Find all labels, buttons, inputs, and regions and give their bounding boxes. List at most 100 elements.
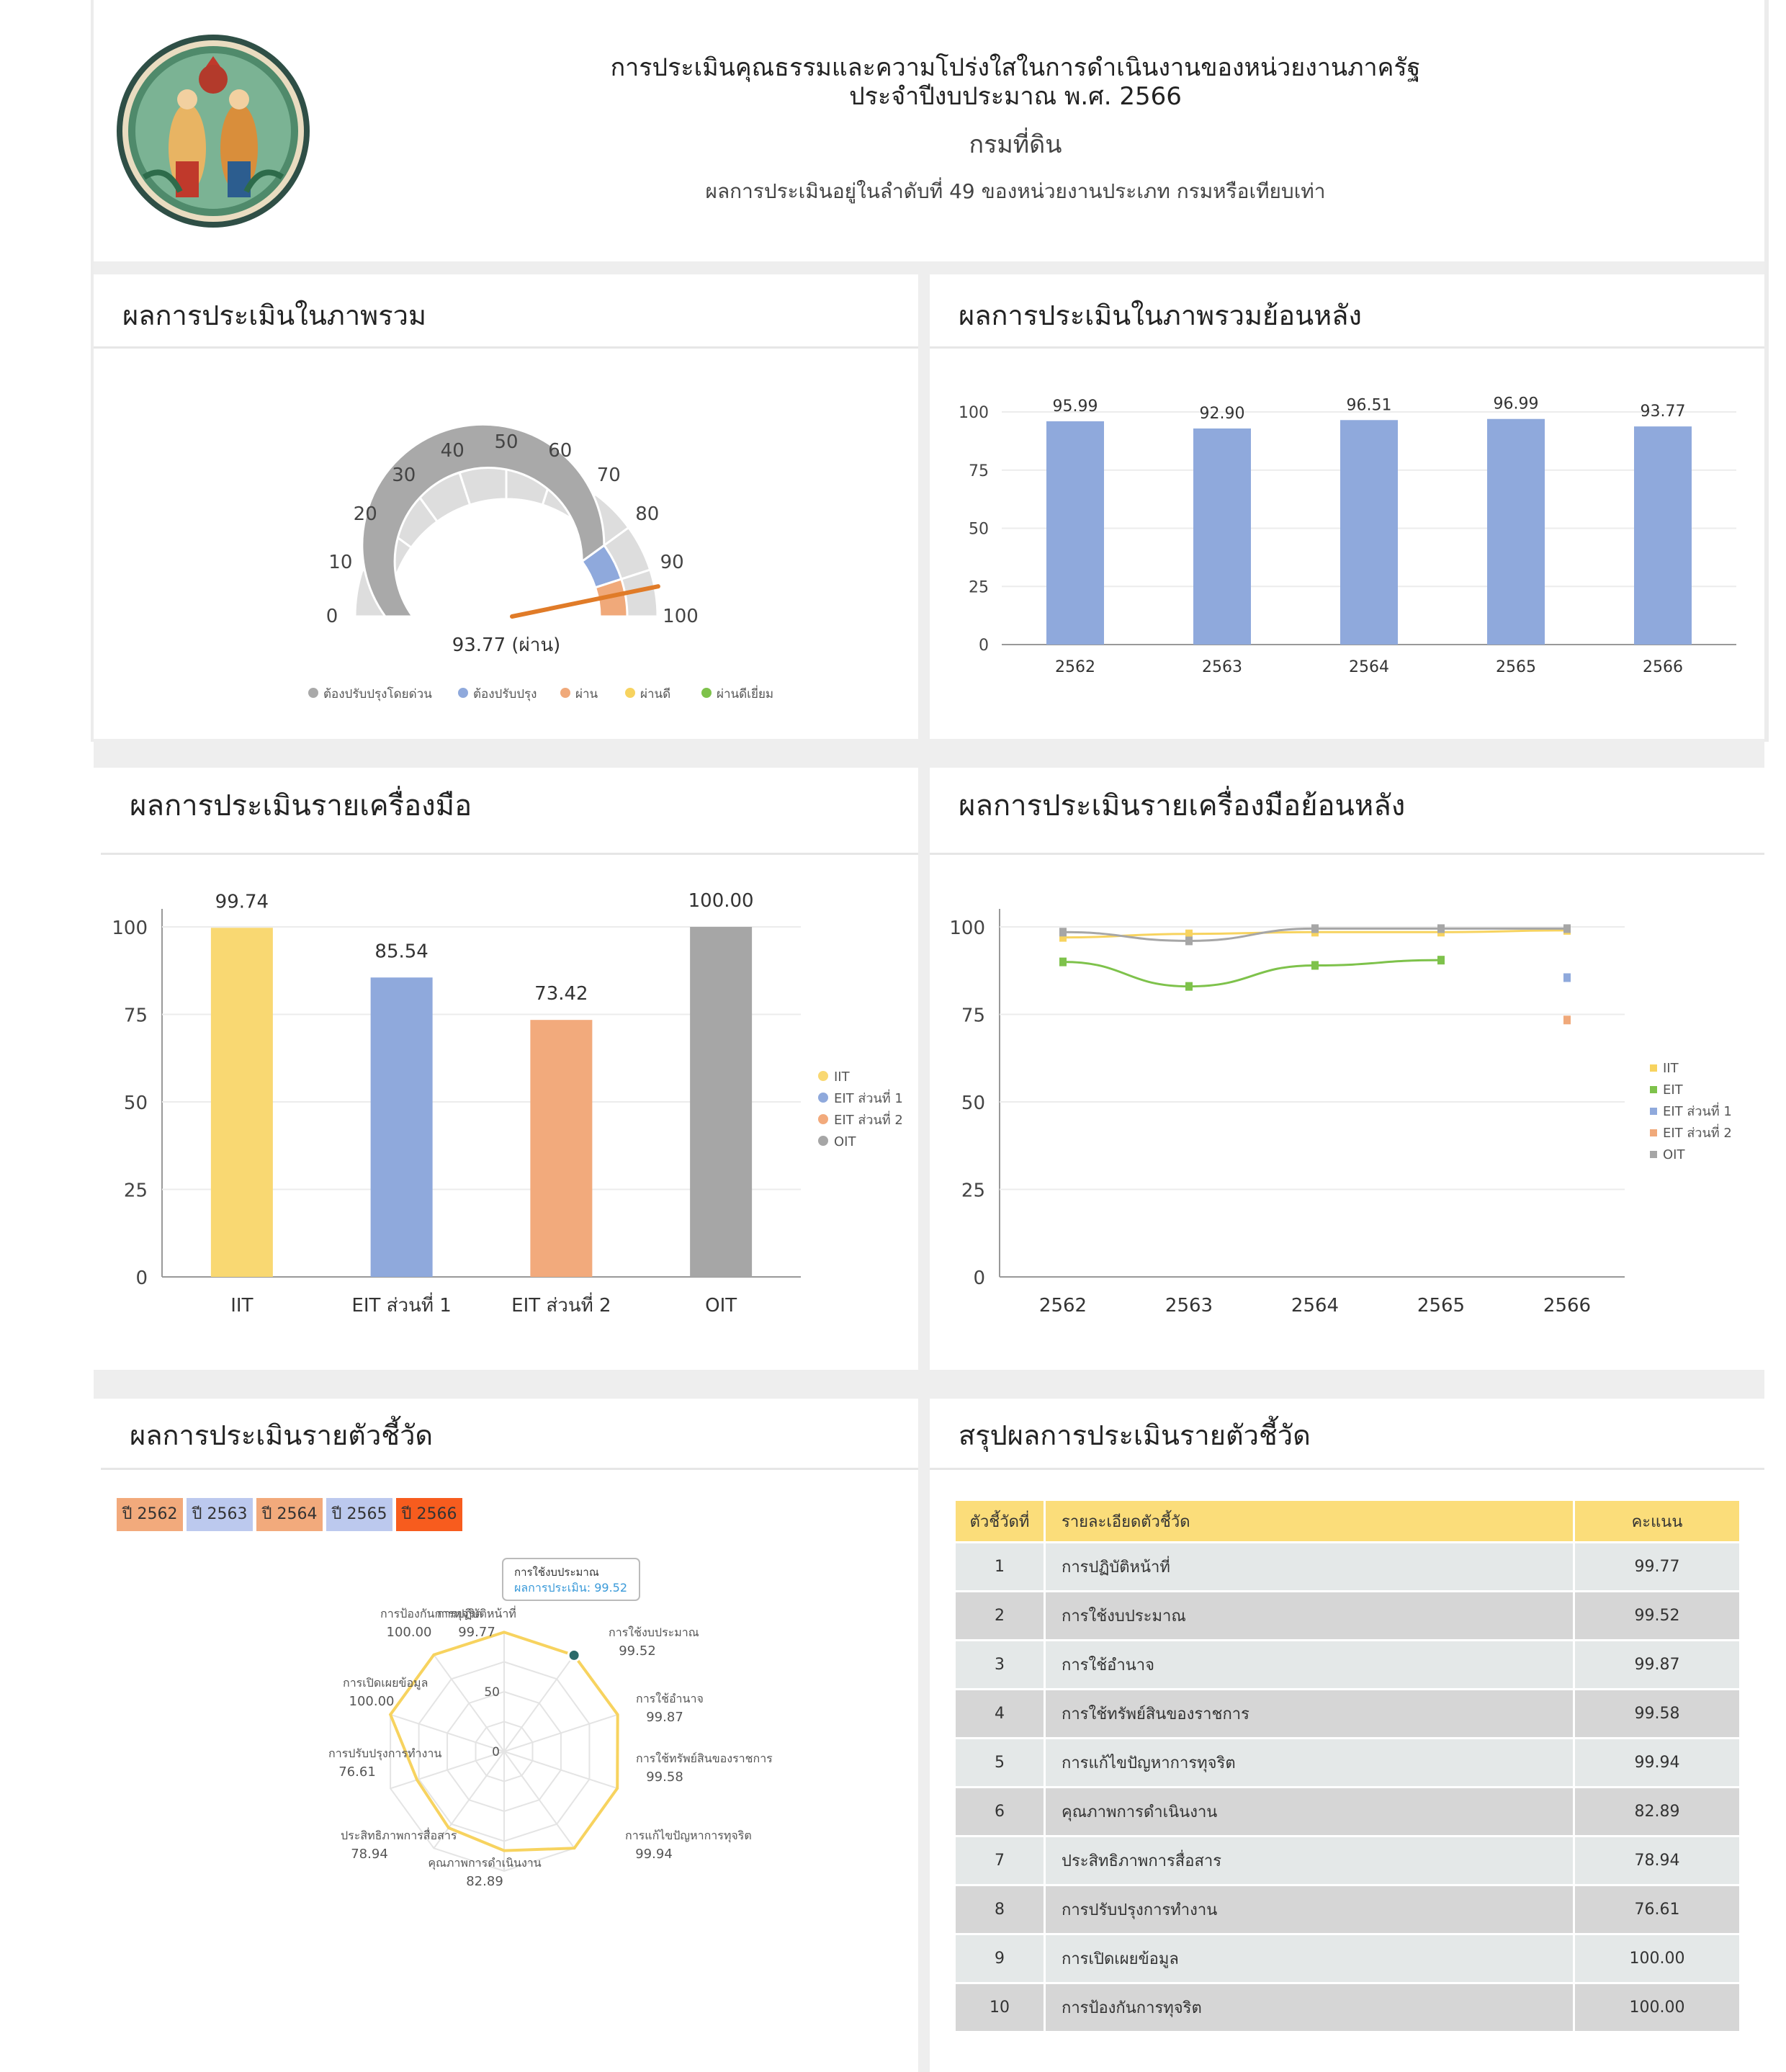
legend-label: ต้องปรับปรุง (473, 687, 537, 701)
org-emblem (115, 33, 311, 229)
bar (210, 928, 273, 1277)
cell-score: 82.89 (1573, 1786, 1739, 1836)
cell-score: 100.00 (1573, 1982, 1739, 2031)
gauge-needle (510, 584, 660, 619)
y-tick-label: 100 (112, 918, 148, 939)
table-row: 3 การใช้อำนาจ 99.87 (956, 1639, 1739, 1690)
gauge-tick-label: 50 (494, 431, 518, 453)
indicators-panel: ผลการประเมินรายตัวชี้วัด ปี 2562 ปี 2563 ป… (101, 1399, 918, 2072)
radar-tick-label: 50 (484, 1685, 500, 1700)
radar-value-label: 82.89 (466, 1874, 503, 1889)
radar-tick-label: 0 (492, 1745, 500, 1759)
header-line2: ประจำปีงบประมาณ พ.ศ. 2566 (849, 82, 1182, 111)
overall-panel: ผลการประเมินในภาพรวม 0 10 20 30 40 50 60 70 80 90… (94, 274, 918, 739)
legend-label: EIT ส่วนที่ 1 (1663, 1102, 1732, 1119)
cell-no: 10 (956, 1982, 1045, 2031)
panel-title: ผลการประเมินรายตัวชี้วัด (130, 1420, 434, 1451)
panel-title: ผลการประเมินในภาพรวมย้อนหลัง (959, 300, 1362, 331)
legend-dot (1650, 1108, 1657, 1115)
x-tick-label: 2563 (1165, 1295, 1213, 1317)
radar-value-label: 99.77 (458, 1625, 495, 1640)
cell-no: 6 (956, 1786, 1045, 1836)
x-tick-label: 2563 (1202, 658, 1242, 676)
y-tick-label: 75 (961, 1005, 985, 1027)
cell-desc: คุณภาพการดำเนินงาน (1044, 1786, 1574, 1836)
year-button-1[interactable]: ปี 2563 (187, 1498, 253, 1531)
cell-score: 99.77 (1573, 1541, 1739, 1592)
legend-dot (818, 1114, 828, 1124)
year-button-2[interactable]: ปี 2564 (256, 1498, 323, 1531)
cell-score: 76.61 (1573, 1884, 1739, 1934)
bar (1487, 418, 1545, 645)
tooltip-value: ผลการประเมิน: 99.52 (514, 1581, 627, 1595)
x-tick-label: IIT (230, 1295, 253, 1317)
y-tick-label: 25 (124, 1180, 148, 1202)
series-point (1563, 1015, 1571, 1025)
cell-desc: การแก้ไขปัญหาการทุจริต (1044, 1737, 1574, 1788)
cell-no: 4 (956, 1688, 1045, 1739)
legend-dot (308, 688, 318, 698)
y-tick-label: 100 (959, 404, 989, 422)
year-button-4[interactable]: ปี 2566 (396, 1498, 462, 1531)
gauge-tick-label: 30 (392, 465, 416, 486)
panel-title: ผลการประเมินรายเครื่องมือย้อนหลัง (959, 789, 1406, 822)
legend-label: ผ่าน (575, 687, 598, 701)
series-point (1437, 924, 1445, 933)
bar-value-label: 95.99 (1053, 398, 1098, 416)
table-header-row: ตัวชี้วัดที่ รายละเอียดตัวชี้วัด คะแนน (956, 1501, 1739, 1543)
radar-axis-label: การใช้ทรัพย์สินของราชการ (636, 1752, 773, 1765)
table-row: 5 การแก้ไขปัญหาการทุจริต 99.94 (956, 1737, 1739, 1788)
legend-label: IIT (834, 1069, 851, 1085)
legend-label: EIT (1663, 1082, 1684, 1098)
legend-dot (701, 688, 712, 698)
series-point (1185, 982, 1193, 991)
x-tick-label: 2565 (1496, 658, 1536, 676)
tools-history-panel: ผลการประเมินรายเครื่องมือย้อนหลัง 0 25 50 7… (930, 768, 1764, 1370)
table-row: 4 การใช้ทรัพย์สินของราชการ 99.58 (956, 1688, 1739, 1739)
radar-axis-label: การปรับปรุงการทำงาน (328, 1746, 441, 1761)
x-tick-label: OIT (705, 1295, 737, 1317)
cell-score: 78.94 (1573, 1835, 1739, 1885)
radar-axis-label: การป้องกันการทุจริต (380, 1607, 483, 1621)
radar-axis-label: การปฏิบัติหน้าที่ (437, 1605, 516, 1620)
radar-axis-label: การใช้อำนาจ (636, 1692, 704, 1705)
gauge-band-urgent (361, 423, 606, 618)
cell-no: 9 (956, 1933, 1045, 1983)
radar-value-label: 99.52 (619, 1643, 656, 1659)
table-row: 10 การป้องกันการทุจริต 100.00 (956, 1982, 1739, 2031)
tools-history-line-chart: 0 25 50 75 100 2562 2563 2564 2565 2566 IIT EIT EIT … (949, 909, 1732, 1317)
tools-panel: ผลการประเมินรายเครื่องมือ 0 25 50 75 100 99.7… (101, 768, 918, 1370)
series-point (1059, 928, 1067, 937)
y-tick-label: 25 (969, 578, 989, 596)
history-bar-chart: 0 25 50 75 100 95.99 2562 92.90 2563 96.51 2564 96.… (959, 395, 1736, 676)
bar (1634, 426, 1692, 645)
series-point (1185, 929, 1193, 938)
x-tick-label: 2564 (1349, 658, 1389, 676)
radar-series (388, 1631, 619, 1852)
y-tick-label: 0 (135, 1268, 148, 1289)
header-line1: การประเมินคุณธรรมและความโปร่งใสในการดำเน… (610, 53, 1421, 82)
gauge-tick-label: 0 (326, 606, 338, 627)
gauge-tick-label: 80 (635, 503, 659, 525)
radar-value-label: 76.61 (338, 1764, 376, 1780)
radar-value-label: 78.94 (351, 1847, 388, 1862)
bar-value-label: 96.99 (1494, 395, 1539, 413)
y-tick-label: 50 (961, 1093, 985, 1114)
bar-value-label: 92.90 (1200, 405, 1245, 423)
radar-axis-label: การเปิดเผยข้อมูล (343, 1676, 428, 1690)
year-button-3[interactable]: ปี 2565 (326, 1498, 392, 1531)
legend-label: IIT (1663, 1061, 1679, 1076)
bar (370, 977, 433, 1277)
bar-value-label: 85.54 (374, 941, 428, 962)
radar-axis-label: คุณภาพการดำเนินงาน (428, 1856, 541, 1870)
legend-dot (818, 1093, 828, 1103)
table-row: 2 การใช้งบประมาณ 99.52 (956, 1590, 1739, 1641)
bar-value-label: 93.77 (1641, 403, 1686, 421)
x-tick-label: 2565 (1417, 1295, 1465, 1317)
radar-value-label: 100.00 (349, 1694, 395, 1709)
year-button-0[interactable]: ปี 2562 (117, 1498, 183, 1531)
tooltip-title: การใช้งบประมาณ (514, 1566, 599, 1579)
cell-score: 99.94 (1573, 1737, 1739, 1788)
x-tick-label: 2562 (1039, 1295, 1087, 1317)
y-tick-label: 75 (124, 1005, 148, 1027)
